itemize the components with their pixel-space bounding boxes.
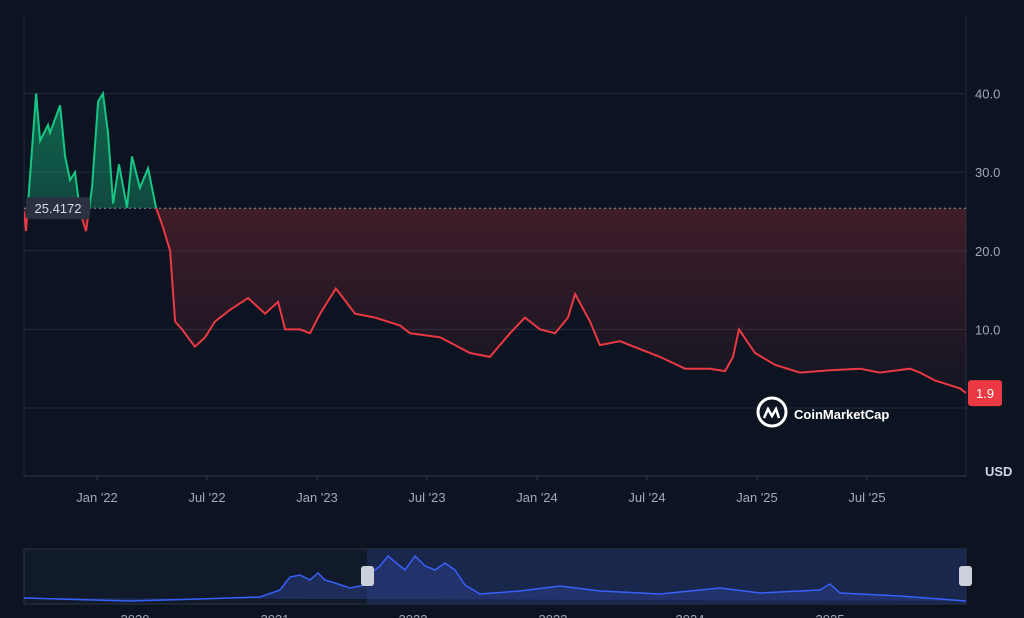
navigator-years: 2020 2021 2022 2023 2024 2025: [121, 612, 845, 618]
x-tick-label: Jul '22: [188, 490, 225, 505]
navigator: 2020 2021 2022 2023 2024 2025: [23, 548, 972, 618]
x-tick-label: Jul '25: [848, 490, 885, 505]
navigator-year: 2021: [261, 612, 290, 618]
watermark-logo: [756, 396, 788, 428]
x-tick-label: Jan '22: [76, 490, 118, 505]
x-tick-label: Jan '24: [516, 490, 558, 505]
navigator-handle[interactable]: [361, 566, 374, 586]
x-tick-label: Jul '23: [408, 490, 445, 505]
price-line-up: [26, 90, 158, 209]
navigator-year: 2020: [121, 612, 150, 618]
navigator-handle[interactable]: [959, 566, 972, 586]
navigator-line: [23, 554, 967, 602]
navigator-year: 2022: [399, 612, 428, 618]
navigator-year: 2023: [539, 612, 568, 618]
plot-area: [24, 90, 966, 480]
x-tick-label: Jan '25: [736, 490, 778, 505]
currency-label: USD: [985, 464, 1012, 479]
watermark-text: CoinMarketCap: [794, 407, 889, 422]
area-up: [27, 93, 157, 209]
baseline-label-box: [26, 197, 90, 220]
y-tick-label: 40.0: [975, 87, 1000, 102]
x-tick-label: Jul '24: [628, 490, 665, 505]
current-price-label: 1.9: [976, 386, 994, 401]
watermark-logo-mark: [762, 405, 781, 419]
area-down: [24, 208, 966, 394]
y-tick-label: 30.0: [975, 165, 1000, 180]
x-tick-label: Jan '23: [296, 490, 338, 505]
watermark: CoinMarketCap: [756, 396, 889, 428]
baseline-label: 25.4172: [35, 201, 82, 216]
y-tick-label: 10.0: [975, 322, 1000, 337]
current-price-box: [968, 380, 1002, 407]
navigator-year: 2025: [816, 612, 845, 618]
navigator-year: 2024: [676, 612, 705, 618]
price-line-down: [24, 208, 966, 394]
y-tick-label: 20.0: [975, 244, 1000, 259]
